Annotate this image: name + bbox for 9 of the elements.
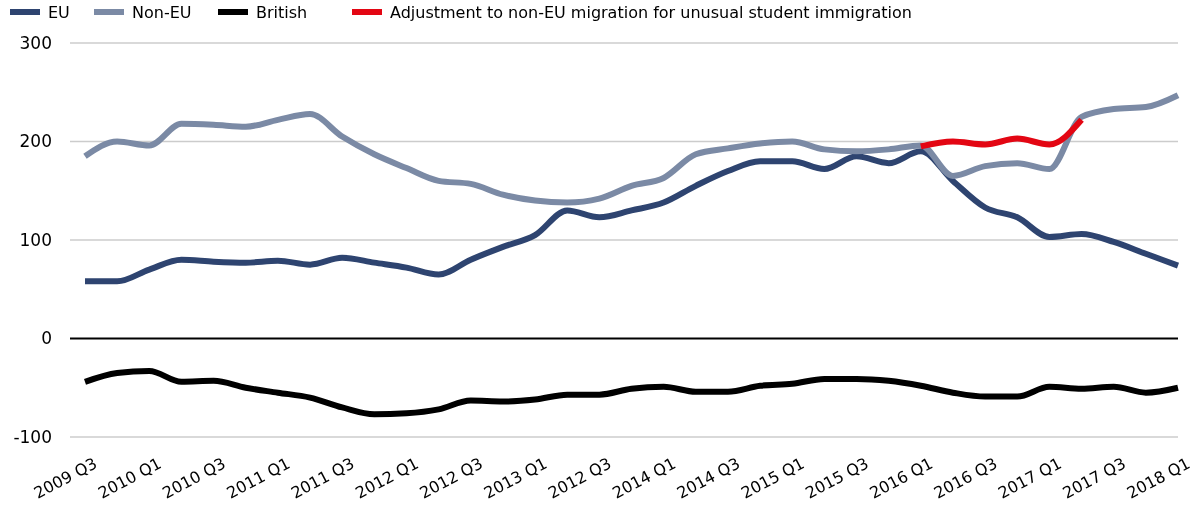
y-tick-label: -100 (13, 426, 52, 447)
legend-label: British (256, 3, 308, 22)
y-tick-label: 200 (19, 131, 52, 152)
legend-label: Adjustment to non-EU migration for unusual student immigration (390, 3, 912, 22)
y-tick-label: 100 (19, 229, 52, 250)
legend-label: Non-EU (132, 3, 192, 22)
y-tick-label: 0 (41, 328, 52, 349)
legend-label: EU (48, 3, 70, 22)
y-tick-label: 300 (19, 32, 52, 53)
